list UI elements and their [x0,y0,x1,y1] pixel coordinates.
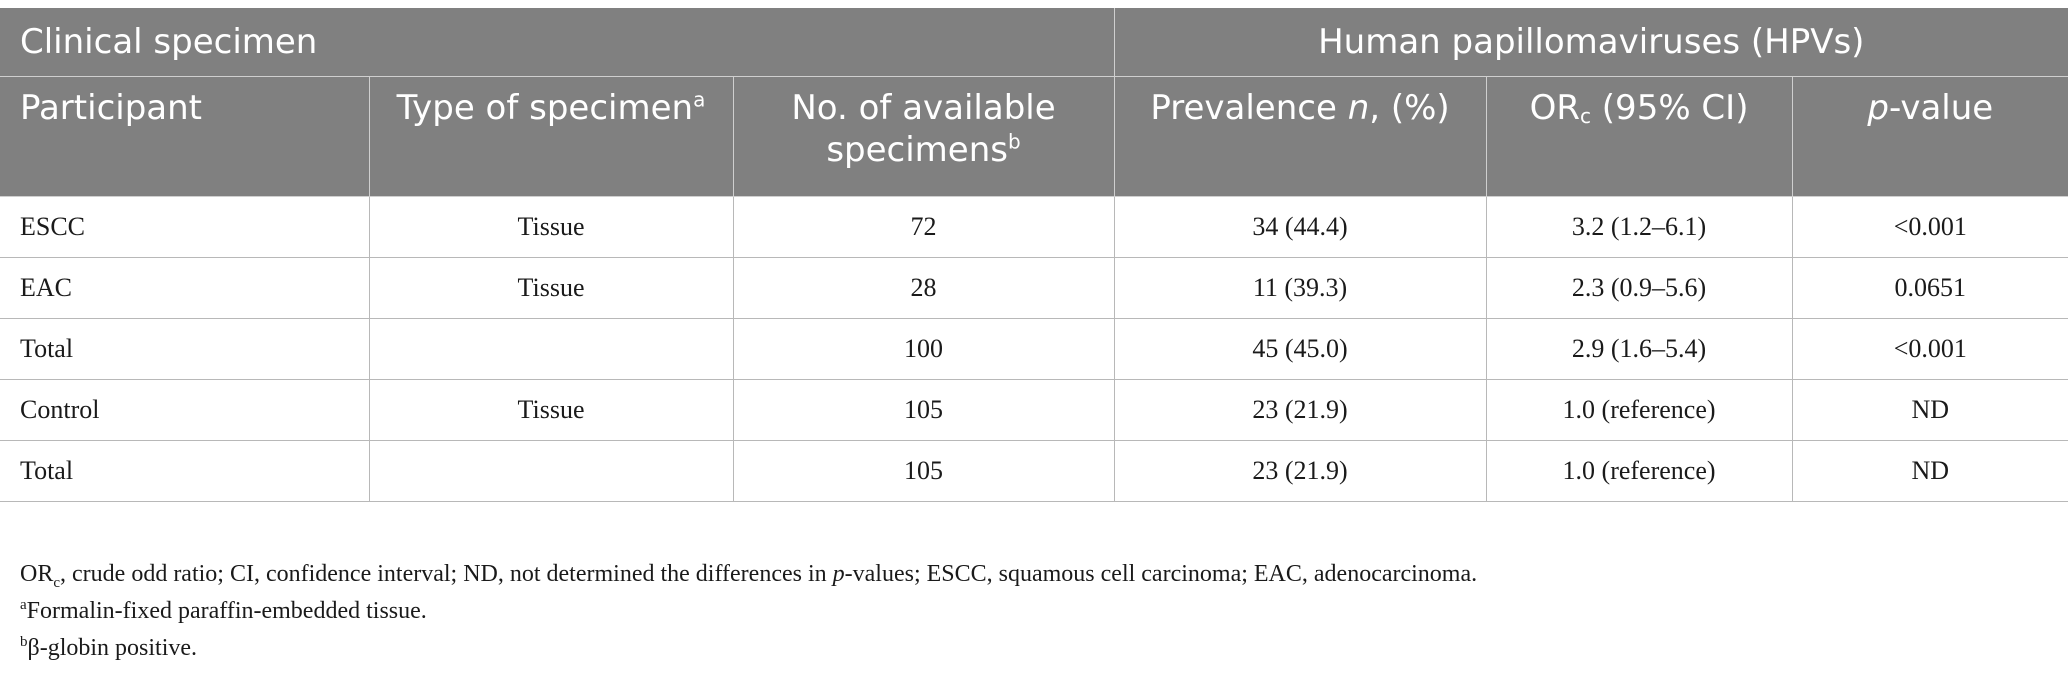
footnote-a: aFormalin-fixed paraffin-embedded tissue… [20,593,1477,630]
cell-type [369,318,734,380]
col-header-prevalence: Prevalence n, (%) [1114,76,1487,197]
footnote-b-text: β-globin positive. [27,635,198,661]
cell-p-value: <0.001 [1792,318,2068,380]
abbrev-text-1: , crude odd ratio; CI, confidence interv… [60,561,833,587]
cell-type [369,440,734,502]
col-header-type-of-specimen: Type of specimena [369,76,734,197]
footnote-a-mark: a [20,597,27,613]
group-header-row: Clinical specimen Human papillomaviruses… [0,8,2068,77]
cell-participant: Control [0,379,370,441]
cell-prevalence: 45 (45.0) [1114,318,1487,380]
col-header-prevalence-n: n [1347,88,1370,128]
col-header-type-text: Type of specimen [396,88,694,128]
footnote-mark-b: b [1007,129,1021,154]
group-header-hpv: Human papillomaviruses (HPVs) [1114,8,2068,77]
col-header-or-main: OR [1529,88,1580,128]
cell-prevalence: 34 (44.4) [1114,196,1487,258]
cell-available: 72 [733,196,1115,258]
cell-available: 105 [733,379,1115,441]
cell-p-value: ND [1792,379,2068,441]
column-header-row: Participant Type of specimena No. of ava… [0,76,2068,197]
col-header-participant: Participant [0,76,370,197]
col-header-p-post: -value [1888,88,1994,128]
col-header-odds-ratio: ORc (95% CI) [1486,76,1793,197]
abbrev-or-sub: c [53,574,61,591]
col-header-p-value: p-value [1792,76,2068,197]
table-row: EAC Tissue 28 11 (39.3) 2.3 (0.9–5.6) 0.… [0,257,2068,319]
col-header-or-post: (95% CI) [1590,88,1749,128]
cell-participant: Total [0,440,370,502]
cell-prevalence: 23 (21.9) [1114,440,1487,502]
table-row: Total 105 23 (21.9) 1.0 (reference) ND [0,440,2068,502]
col-header-p-italic: p [1867,88,1889,128]
cell-odds-ratio: 2.3 (0.9–5.6) [1486,257,1793,319]
cell-type: Tissue [369,257,734,319]
cell-available: 105 [733,440,1115,502]
cell-participant: ESCC [0,196,370,258]
table-row: Total 100 45 (45.0) 2.9 (1.6–5.4) <0.001 [0,318,2068,380]
footnote-abbreviations: ORc, crude odd ratio; CI, confidence int… [20,556,1477,593]
cell-available: 100 [733,318,1115,380]
cell-odds-ratio: 1.0 (reference) [1486,379,1793,441]
cell-p-value: 0.0651 [1792,257,2068,319]
table-container: Clinical specimen Human papillomaviruses… [0,8,2068,502]
abbrev-p: p [832,561,845,587]
col-header-available-line1: No. of available [791,88,1056,128]
col-header-available-line2: specimens [826,130,1008,170]
hpv-prevalence-table: Clinical specimen Human papillomaviruses… [0,8,2068,502]
cell-odds-ratio: 3.2 (1.2–6.1) [1486,196,1793,258]
footnote-mark-a: a [693,87,706,112]
abbrev-text-2: -values; ESCC, squamous cell carcinoma; … [844,561,1478,587]
table-footnotes: ORc, crude odd ratio; CI, confidence int… [20,556,1477,667]
footnote-b-mark: b [20,634,28,650]
col-header-prevalence-post: , (%) [1369,88,1450,128]
cell-participant: EAC [0,257,370,319]
cell-prevalence: 23 (21.9) [1114,379,1487,441]
group-header-clinical-specimen: Clinical specimen [0,8,1115,77]
col-header-available-specimens: No. of available specimensb [733,76,1115,197]
cell-odds-ratio: 2.9 (1.6–5.4) [1486,318,1793,380]
cell-participant: Total [0,318,370,380]
abbrev-or: OR [20,561,54,587]
cell-p-value: <0.001 [1792,196,2068,258]
col-header-or-sub: c [1579,104,1591,128]
cell-type: Tissue [369,379,734,441]
cell-odds-ratio: 1.0 (reference) [1486,440,1793,502]
cell-prevalence: 11 (39.3) [1114,257,1487,319]
footnote-b: bβ-globin positive. [20,630,1477,667]
cell-type: Tissue [369,196,734,258]
cell-available: 28 [733,257,1115,319]
col-header-prevalence-pre: Prevalence [1150,88,1348,128]
cell-p-value: ND [1792,440,2068,502]
table-row: ESCC Tissue 72 34 (44.4) 3.2 (1.2–6.1) <… [0,196,2068,258]
footnote-a-text: Formalin-fixed paraffin-embedded tissue. [26,598,427,624]
table-row: Control Tissue 105 23 (21.9) 1.0 (refere… [0,379,2068,441]
